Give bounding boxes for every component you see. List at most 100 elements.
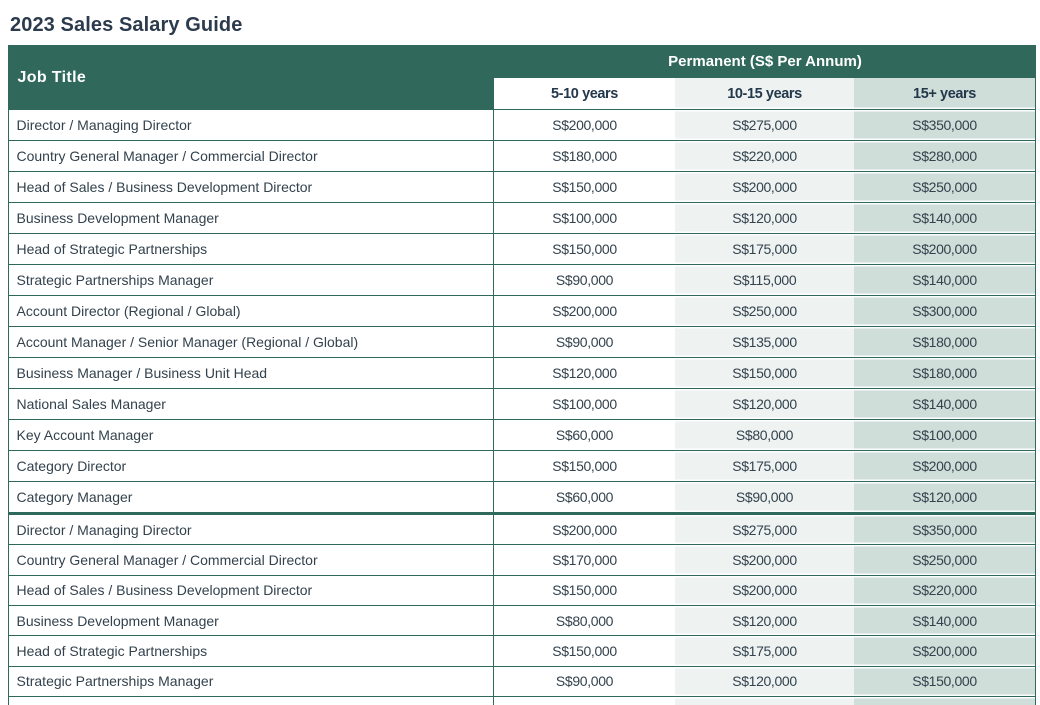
table-row [8, 696, 1037, 705]
job-title-cell: Business Manager / Business Unit Head [8, 358, 494, 389]
salary-value-cell: S$120,000 [675, 666, 854, 697]
salary-value-cell: S$90,000 [494, 666, 675, 697]
job-title-cell [8, 696, 494, 705]
job-title-cell: Business Development Manager [8, 605, 494, 637]
salary-value-cell: S$200,000 [494, 515, 675, 546]
salary-value-cell: S$140,000 [854, 265, 1037, 296]
job-title-cell: Country General Manager / Commercial Dir… [8, 545, 494, 576]
table-row: Category Director S$150,000 S$175,000 S$200… [8, 451, 1037, 482]
salary-value-cell: S$60,000 [494, 482, 675, 515]
salary-value-cell: S$140,000 [854, 605, 1037, 637]
salary-value-cell: S$250,000 [854, 545, 1037, 576]
table-row: Director / Managing Director S$200,000 S$2… [8, 110, 1037, 141]
salary-value-cell [494, 696, 675, 705]
job-title-cell: Country General Manager / Commercial Dir… [8, 141, 494, 172]
year-col-header-3: 15+ years [854, 78, 1037, 110]
salary-value-cell: S$150,000 [494, 234, 675, 265]
salary-value-cell: S$180,000 [854, 358, 1037, 389]
job-title-cell: Strategic Partnerships Manager [8, 666, 494, 697]
salary-value-cell: S$150,000 [494, 172, 675, 203]
job-title-cell: Director / Managing Director [8, 515, 494, 546]
salary-value-cell: S$120,000 [675, 203, 854, 234]
job-title-cell: Director / Managing Director [8, 110, 494, 141]
salary-table: Job Title Permanent (S$ Per Annum) 5-10 … [8, 45, 1037, 705]
job-title-cell: Strategic Partnerships Manager [8, 265, 494, 296]
table-row: Strategic Partnerships Manager S$90,000 S$… [8, 666, 1037, 697]
salary-value-cell: S$220,000 [854, 575, 1037, 606]
table-row: Head of Strategic Partnerships S$150,000 S… [8, 636, 1037, 667]
salary-value-cell: S$350,000 [854, 110, 1037, 141]
salary-value-cell: S$150,000 [675, 358, 854, 389]
table-row: Country General Manager / Commercial Dir… [8, 141, 1037, 172]
salary-value-cell: S$175,000 [675, 636, 854, 667]
salary-value-cell: S$250,000 [854, 172, 1037, 203]
table-row: Country General Manager / Commercial Dir… [8, 545, 1037, 576]
table-row: Business Development Manager S$80,000 S$12… [8, 605, 1037, 637]
table-row: National Sales Manager S$100,000 S$120,000… [8, 389, 1037, 420]
salary-value-cell: S$90,000 [675, 482, 854, 515]
job-title-cell: National Sales Manager [8, 389, 494, 420]
salary-value-cell: S$60,000 [494, 420, 675, 451]
salary-value-cell: S$150,000 [494, 575, 675, 606]
table-row: Account Manager / Senior Manager (Region… [8, 327, 1037, 358]
salary-value-cell: S$150,000 [494, 451, 675, 482]
salary-value-cell: S$120,000 [675, 605, 854, 637]
table-row: Category Manager S$60,000 S$90,000 S$120,00… [8, 482, 1037, 515]
job-title-cell: Account Manager / Senior Manager (Region… [8, 327, 494, 358]
header-row: Job Title Permanent (S$ Per Annum) [8, 45, 1037, 110]
year-col-header-2: 10-15 years [675, 78, 854, 110]
salary-value-cell: S$180,000 [854, 327, 1037, 358]
job-title-cell: Head of Strategic Partnerships [8, 636, 494, 667]
year-col-header-1: 5-10 years [494, 78, 675, 110]
year-header-row: 5-10 years 10-15 years 15+ years [8, 78, 1037, 110]
table-row: Head of Sales / Business Development Dir… [8, 172, 1037, 203]
salary-value-cell: S$140,000 [854, 389, 1037, 420]
table-row: Key Account Manager S$60,000 S$80,000 S$100… [8, 420, 1037, 451]
salary-value-cell: S$200,000 [854, 451, 1037, 482]
salary-value-cell: S$275,000 [675, 515, 854, 546]
salary-value-cell: S$140,000 [854, 203, 1037, 234]
salary-value-cell: S$80,000 [494, 605, 675, 637]
salary-value-cell: S$220,000 [675, 141, 854, 172]
page-title: 2023 Sales Salary Guide [10, 14, 243, 36]
salary-value-cell [854, 696, 1037, 705]
job-title-cell: Head of Sales / Business Development Dir… [8, 575, 494, 606]
salary-value-cell: S$200,000 [854, 234, 1037, 265]
salary-value-cell: S$350,000 [854, 515, 1037, 546]
table-row: Business Development Manager S$100,000 S$1… [8, 203, 1037, 234]
salary-value-cell: S$100,000 [494, 389, 675, 420]
salary-value-cell: S$120,000 [675, 389, 854, 420]
salary-value-cell: S$150,000 [494, 636, 675, 667]
table-row: Account Director (Regional / Global) S$20… [8, 296, 1037, 327]
job-title-cell: Key Account Manager [8, 420, 494, 451]
salary-value-cell: S$120,000 [854, 482, 1037, 515]
salary-value-cell: S$250,000 [675, 296, 854, 327]
salary-value-cell: S$275,000 [675, 110, 854, 141]
job-title-cell: Business Development Manager [8, 203, 494, 234]
table-row: Strategic Partnerships Manager S$90,000 S$… [8, 265, 1037, 296]
table-row: Business Manager / Business Unit Head S$1… [8, 358, 1037, 389]
salary-value-cell [675, 696, 854, 705]
salary-value-cell: S$150,000 [854, 666, 1037, 697]
salary-value-cell: S$300,000 [854, 296, 1037, 327]
job-title-cell: Category Director [8, 451, 494, 482]
salary-value-cell: S$115,000 [675, 265, 854, 296]
salary-value-cell: S$100,000 [494, 203, 675, 234]
job-title-cell: Account Director (Regional / Global) [8, 296, 494, 327]
salary-value-cell: S$200,000 [675, 575, 854, 606]
salary-value-cell: S$280,000 [854, 141, 1037, 172]
job-title-cell: Head of Strategic Partnerships [8, 234, 494, 265]
salary-value-cell: S$90,000 [494, 327, 675, 358]
table-row: Head of Sales / Business Development Dir… [8, 575, 1037, 606]
table-row: Head of Strategic Partnerships S$150,000 S… [8, 234, 1037, 265]
salary-value-cell: S$170,000 [494, 545, 675, 576]
salary-value-cell: S$200,000 [675, 545, 854, 576]
salary-value-cell: S$100,000 [854, 420, 1037, 451]
job-title-header: Job Title [8, 45, 494, 110]
salary-value-cell: S$135,000 [675, 327, 854, 358]
salary-value-cell: S$200,000 [494, 110, 675, 141]
salary-value-cell: S$90,000 [494, 265, 675, 296]
salary-value-cell: S$200,000 [854, 636, 1037, 667]
table-row: Director / Managing Director S$200,000 S$2… [8, 515, 1037, 546]
